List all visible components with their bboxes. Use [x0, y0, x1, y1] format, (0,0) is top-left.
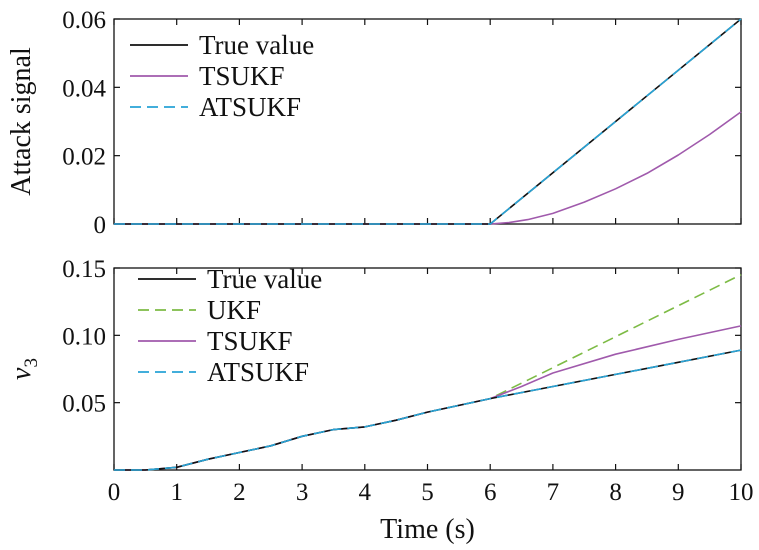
x-tick-label: 8: [609, 479, 622, 506]
series-line-atsukf: [114, 18, 742, 225]
x-tick-label: 2: [233, 479, 246, 506]
chart-panel-1: 0 0.02 0.04 0.06 Attack signal True valueTSUK…: [6, 7, 742, 239]
y-tick-label: 0.05: [62, 391, 106, 418]
chart-panel-2: 0 1 2 3 4 5 6 7 8 9 10 0.05 0.10 0.15 v3 Time (s) True v…: [6, 256, 754, 545]
y-tick-label: 0.06: [62, 7, 106, 34]
y-tick-label: 0.15: [62, 256, 106, 283]
series-line-tsukf: [114, 111, 742, 225]
y-tick-label: 0.10: [62, 323, 106, 350]
x-tick-label: 1: [170, 479, 183, 506]
legend-label: TSUKF: [199, 61, 285, 91]
x-tick-label: 6: [484, 479, 497, 506]
x-tick-label: 0: [108, 479, 121, 506]
y-tick-label: 0.02: [62, 144, 106, 171]
y-axis-label: v3: [6, 358, 42, 380]
y-tick-label: 0.04: [62, 75, 106, 102]
x-tick-label: 10: [729, 479, 754, 506]
x-tick-label: 9: [672, 479, 685, 506]
x-axis-label: Time (s): [380, 514, 475, 545]
legend-label: ATSUKF: [199, 92, 301, 122]
x-tick-label: 5: [421, 479, 434, 506]
legend-label: ATSUKF: [207, 357, 309, 387]
x-tick-label: 7: [547, 479, 560, 506]
legend-label: UKF: [207, 295, 261, 325]
x-tick-label: 3: [296, 479, 309, 506]
legend-label: TSUKF: [207, 326, 293, 356]
series-line-atsukf: [114, 349, 742, 471]
x-tick-label: 4: [359, 479, 372, 506]
y-tick-label: 0: [94, 212, 107, 239]
legend-label: True value: [199, 30, 314, 60]
y-axis-label: Attack signal: [6, 47, 37, 196]
legend-label: True value: [207, 264, 322, 294]
